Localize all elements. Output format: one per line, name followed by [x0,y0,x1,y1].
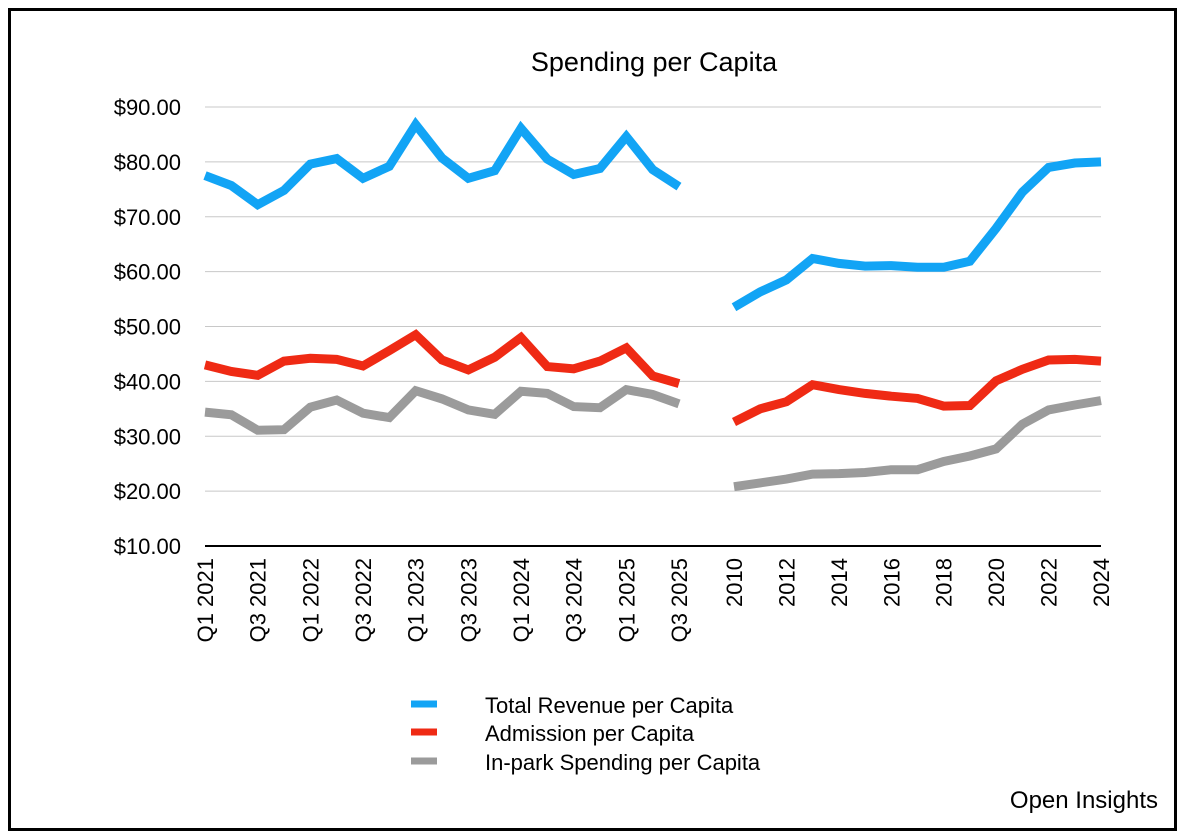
x-tick-label: 2012 [774,558,799,607]
x-tick-label: Q1 2021 [193,558,218,642]
legend: Total Revenue per Capita Admission per Ca… [411,693,761,775]
series-line-total-revenue-per-capita-annual [731,157,1102,312]
x-tick-label: 2024 [1089,558,1114,607]
x-tick-label: 2010 [722,558,747,607]
x-tick-label: 2020 [984,558,1009,607]
x-tick-label: Q3 2025 [667,558,692,642]
x-tick-label: Q1 2022 [298,558,323,642]
series-line-in-park-spending-per-capita-annual [733,396,1102,492]
y-tick-label: $90.00 [114,95,181,120]
x-tick-label: 2014 [827,558,852,607]
x-tick-label: Q3 2024 [562,558,587,642]
legend-label-in-park-spending-per-capita: In-park Spending per Capita [485,750,761,775]
y-tick-label: $60.00 [114,260,181,285]
gridlines [205,106,1101,492]
y-tick-label: $20.00 [114,479,181,504]
x-tick-label: Q3 2021 [246,558,271,642]
y-tick-label: $50.00 [114,315,181,340]
y-axis-ticks: $10.00 $20.00 $30.00 $40.00 $50.00 $60.00 $70.… [114,95,181,559]
legend-label-total-revenue-per-capita: Total Revenue per Capita [485,693,734,718]
source-label: Open Insights [1010,787,1158,814]
y-tick-label: $30.00 [114,424,181,449]
y-tick-label: $10.00 [114,534,181,559]
y-tick-label: $70.00 [114,205,181,230]
x-tick-label: Q3 2022 [351,558,376,642]
x-tick-label: 2016 [879,558,904,607]
y-tick-label: $80.00 [114,150,181,175]
y-tick-label: $40.00 [114,369,181,394]
series-line-admission-per-capita-quarterly [203,329,681,388]
x-tick-label: Q1 2024 [509,558,534,642]
x-tick-label: Q1 2023 [404,558,429,642]
x-tick-label: Q3 2023 [456,558,481,642]
series-lines [203,116,1102,492]
x-axis-ticks: Q1 2021 Q3 2021 Q1 2022 Q3 2022 Q1 2023 Q3 20… [193,558,1114,642]
legend-label-admission-per-capita: Admission per Capita [485,721,695,746]
series-line-in-park-spending-per-capita-quarterly [204,384,681,435]
chart-title: Spending per Capita [531,47,778,77]
x-tick-label: Q1 2025 [614,558,639,642]
x-tick-label: 2018 [932,558,957,607]
x-tick-label: 2022 [1037,558,1062,607]
chart-frame: Spending per Capita $10.00 $20.00 $30.00 $4… [8,8,1177,831]
chart-svg: Spending per Capita $10.00 $20.00 $30.00 $4… [114,47,1158,814]
series-line-admission-per-capita-annual [731,354,1102,427]
series-line-total-revenue-per-capita-quarterly [203,116,682,211]
